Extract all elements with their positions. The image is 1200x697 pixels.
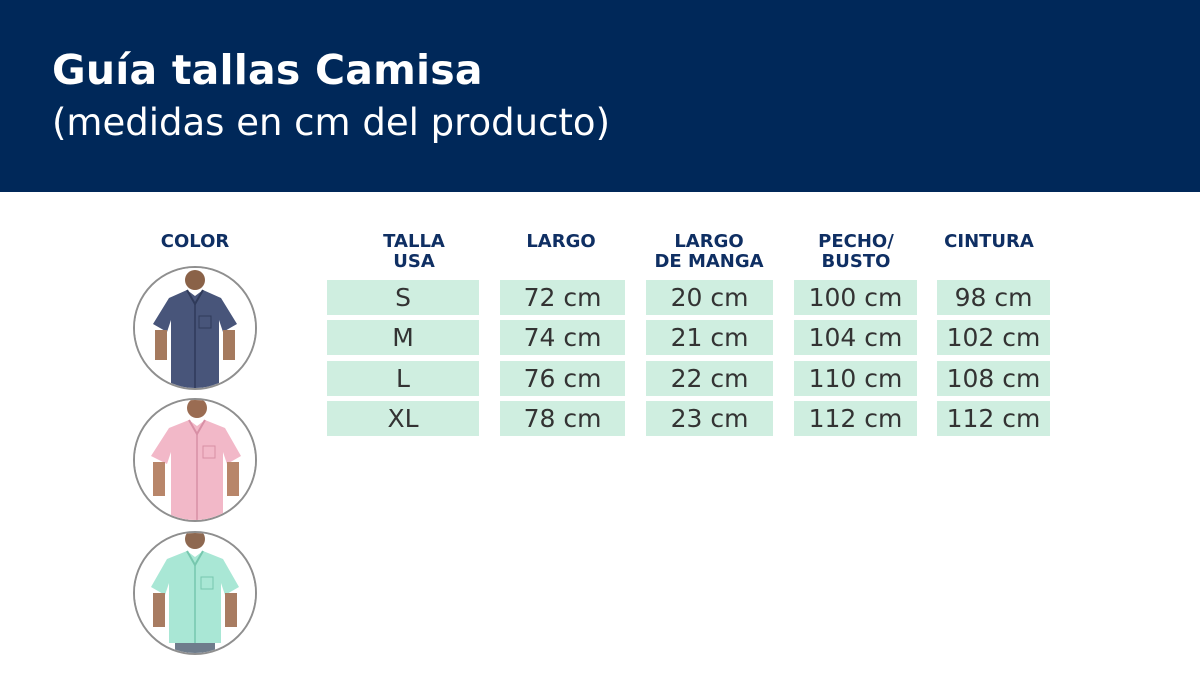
table-cell: 112 cm — [794, 401, 917, 436]
table-cell: 100 cm — [794, 280, 917, 315]
table-cell: 23 cm — [646, 401, 773, 436]
header-talla-usa: TALLA USA — [383, 231, 445, 272]
header-banner: Guía tallas Camisa (medidas en cm del pr… — [0, 0, 1200, 192]
table-cell: 102 cm — [937, 320, 1050, 355]
header-largo: LARGO — [526, 231, 596, 252]
table-cell: 22 cm — [646, 361, 773, 396]
table-cell: M — [327, 320, 479, 355]
table-cell: 104 cm — [794, 320, 917, 355]
table-cell: S — [327, 280, 479, 315]
color-column-header: COLOR — [160, 231, 230, 252]
table-cell: 78 cm — [500, 401, 625, 436]
page-subtitle: (medidas en cm del producto) — [52, 101, 610, 144]
table-cell: 72 cm — [500, 280, 625, 315]
table-cell: L — [327, 361, 479, 396]
table-cell: 20 cm — [646, 280, 773, 315]
header-cintura: CINTURA — [944, 231, 1034, 252]
table-cell: 74 cm — [500, 320, 625, 355]
table-cell: 112 cm — [937, 401, 1050, 436]
page-title: Guía tallas Camisa — [52, 46, 483, 94]
header-largo-de-manga: LARGO DE MANGA — [654, 231, 764, 272]
table-cell: 108 cm — [937, 361, 1050, 396]
table-cell: 76 cm — [500, 361, 625, 396]
header-pecho-busto: PECHO/ BUSTO — [818, 231, 894, 272]
table-cell: XL — [327, 401, 479, 436]
shirt-mint-photo — [133, 531, 257, 655]
shirt-navy-photo — [133, 266, 257, 390]
table-cell: 110 cm — [794, 361, 917, 396]
table-cell: 98 cm — [937, 280, 1050, 315]
table-cell: 21 cm — [646, 320, 773, 355]
shirt-pink-photo — [133, 398, 257, 522]
